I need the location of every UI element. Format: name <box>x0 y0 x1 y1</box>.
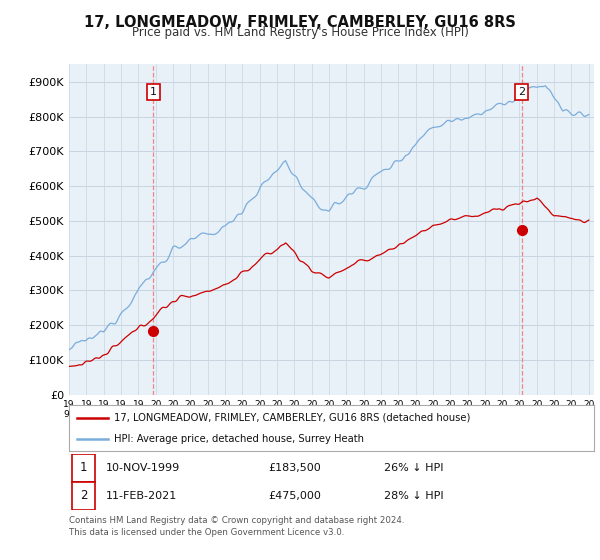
Text: Price paid vs. HM Land Registry's House Price Index (HPI): Price paid vs. HM Land Registry's House … <box>131 26 469 39</box>
Text: 11-FEB-2021: 11-FEB-2021 <box>106 491 177 501</box>
Text: 28% ↓ HPI: 28% ↓ HPI <box>384 491 443 501</box>
Text: £475,000: £475,000 <box>269 491 322 501</box>
Text: 17, LONGMEADOW, FRIMLEY, CAMBERLEY, GU16 8RS: 17, LONGMEADOW, FRIMLEY, CAMBERLEY, GU16… <box>84 15 516 30</box>
Text: Contains HM Land Registry data © Crown copyright and database right 2024.
This d: Contains HM Land Registry data © Crown c… <box>69 516 404 537</box>
FancyBboxPatch shape <box>71 454 95 482</box>
FancyBboxPatch shape <box>71 482 95 510</box>
Text: 1: 1 <box>80 461 87 474</box>
Text: HPI: Average price, detached house, Surrey Heath: HPI: Average price, detached house, Surr… <box>113 435 364 444</box>
Text: 17, LONGMEADOW, FRIMLEY, CAMBERLEY, GU16 8RS (detached house): 17, LONGMEADOW, FRIMLEY, CAMBERLEY, GU16… <box>113 413 470 423</box>
Text: 2: 2 <box>518 87 525 97</box>
Text: 26% ↓ HPI: 26% ↓ HPI <box>384 463 443 473</box>
Text: 1: 1 <box>150 87 157 97</box>
Text: 2: 2 <box>80 489 87 502</box>
Text: 10-NOV-1999: 10-NOV-1999 <box>106 463 180 473</box>
Text: £183,500: £183,500 <box>269 463 321 473</box>
